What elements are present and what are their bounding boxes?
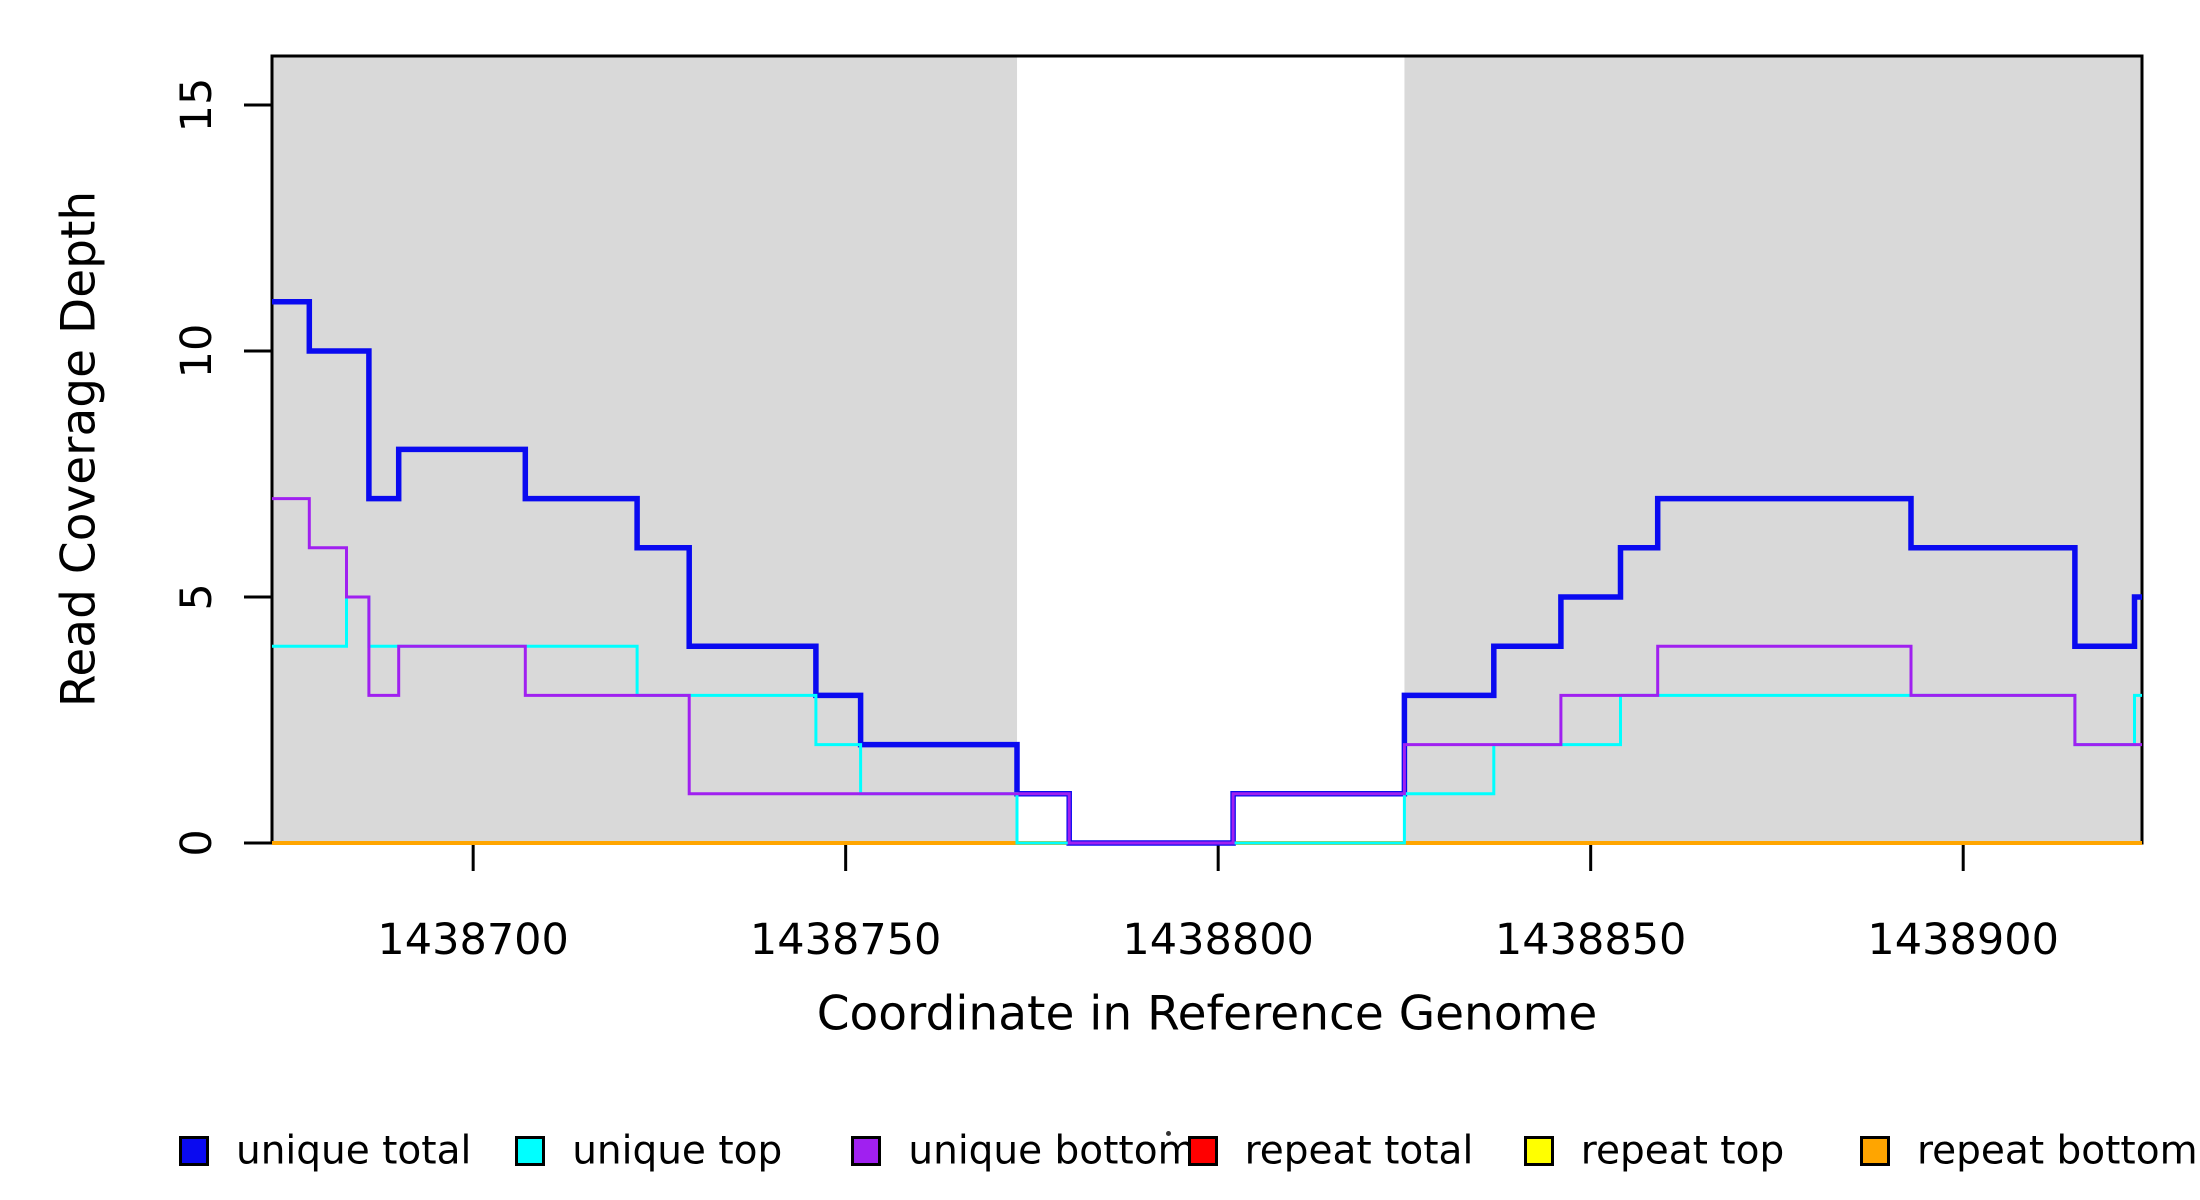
y-axis-title: Read Coverage Depth	[51, 190, 107, 708]
y-tick-label-15: 15	[172, 77, 222, 133]
x-tick-label-1438700: 1438700	[377, 915, 569, 965]
legend-label-repeat-total: repeat total	[1244, 1128, 1474, 1174]
x-tick-label-1438900: 1438900	[1867, 915, 2059, 965]
legend-swatch-repeat-bottom	[1860, 1136, 1890, 1166]
legend-swatch-repeat-top	[1523, 1136, 1554, 1166]
legend-label-unique-bottom: unique bottom	[908, 1128, 1196, 1174]
y-tick-label-5: 5	[172, 583, 222, 611]
legend-swatch-unique-top	[515, 1136, 546, 1166]
legend-swatch-unique-total	[179, 1136, 209, 1166]
series-line-unique-bottom	[272, 497, 2142, 845]
legend-label-repeat-bottom: repeat bottom	[1917, 1128, 2198, 1174]
legend-swatch-repeat-total	[1187, 1136, 1218, 1166]
x-tick-label-1438850: 1438850	[1494, 915, 1687, 965]
legend-swatch-unique-bottom	[851, 1136, 882, 1166]
legend-label-unique-total: unique total	[236, 1128, 472, 1174]
shaded-region-2	[1404, 56, 2142, 843]
y-tick-label-0: 0	[172, 829, 222, 857]
x-tick-label-1438800: 1438800	[1122, 915, 1314, 965]
shaded-region-1	[272, 56, 1018, 843]
y-tick-label-10: 10	[172, 323, 222, 379]
legend-label-unique-top: unique top	[572, 1128, 783, 1174]
stray-dot	[1166, 1131, 1171, 1136]
x-tick-label-1438750: 1438750	[749, 915, 942, 965]
x-axis-title: Coordinate in Reference Genome	[816, 986, 1598, 1042]
legend-label-repeat-top: repeat top	[1580, 1128, 1785, 1174]
